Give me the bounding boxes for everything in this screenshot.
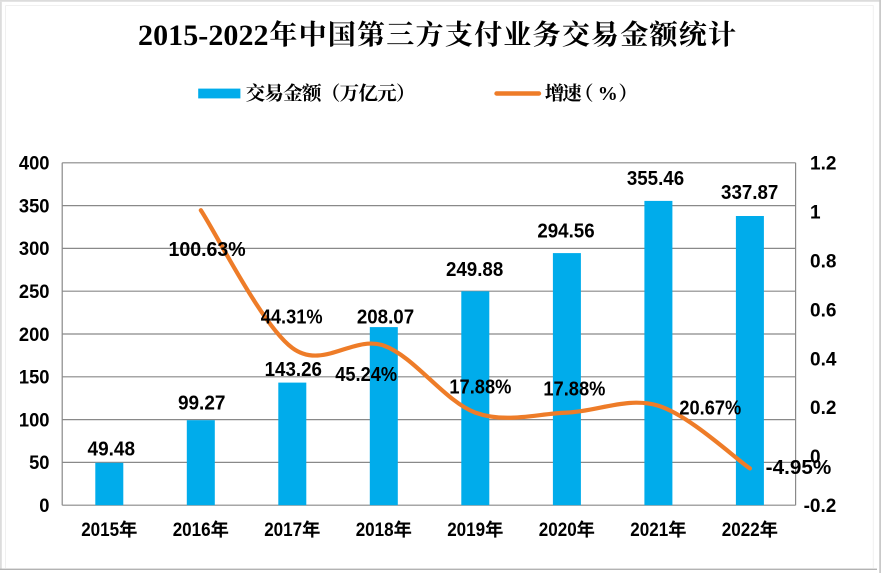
svg-text:2018: 2018 — [356, 520, 394, 541]
svg-text:350: 350 — [19, 196, 50, 217]
svg-text:2017: 2017 — [264, 520, 302, 541]
svg-text:0.8: 0.8 — [810, 251, 836, 272]
svg-text:49.48: 49.48 — [88, 439, 136, 461]
svg-text:2015-2022: 2015-2022 — [138, 19, 269, 52]
svg-text:0.6: 0.6 — [810, 300, 836, 321]
svg-text:2015: 2015 — [81, 520, 119, 541]
svg-text:294.56: 294.56 — [537, 221, 594, 243]
svg-text:2020: 2020 — [539, 520, 577, 541]
svg-text:0: 0 — [39, 496, 49, 517]
svg-text:20.67%: 20.67% — [679, 397, 741, 419]
svg-text:-0.2: -0.2 — [804, 496, 837, 517]
svg-text:2016: 2016 — [173, 520, 211, 541]
svg-text:50: 50 — [29, 453, 49, 474]
svg-text:17.88%: 17.88% — [449, 377, 511, 399]
svg-text:337.87: 337.87 — [721, 182, 778, 204]
svg-text:2019: 2019 — [447, 520, 485, 541]
svg-text:400: 400 — [19, 154, 50, 175]
svg-text:250: 250 — [19, 282, 50, 303]
svg-text:-4.95%: -4.95% — [766, 457, 832, 479]
svg-text:100.63%: 100.63% — [169, 239, 246, 261]
svg-text:300: 300 — [19, 239, 50, 260]
svg-text:45.24%: 45.24% — [335, 364, 397, 386]
svg-text:1.2: 1.2 — [810, 154, 836, 175]
svg-text:355.46: 355.46 — [627, 168, 684, 190]
svg-text:44.31%: 44.31% — [261, 307, 323, 329]
svg-text:143.26: 143.26 — [265, 359, 322, 381]
svg-text:0.4: 0.4 — [810, 349, 837, 370]
svg-text:2022: 2022 — [722, 520, 760, 541]
svg-text:249.88: 249.88 — [446, 259, 503, 281]
svg-text:2021: 2021 — [630, 520, 668, 541]
svg-text:208.07: 208.07 — [357, 306, 414, 328]
svg-text:200: 200 — [19, 325, 50, 346]
svg-text:100: 100 — [19, 410, 50, 431]
svg-text:99.27: 99.27 — [178, 392, 226, 414]
svg-text:17.88%: 17.88% — [543, 379, 605, 401]
svg-text:%: % — [598, 83, 618, 105]
svg-text:0: 0 — [810, 447, 821, 468]
svg-text:1: 1 — [810, 203, 821, 224]
svg-text:150: 150 — [19, 368, 50, 389]
svg-text:0.2: 0.2 — [810, 398, 836, 419]
